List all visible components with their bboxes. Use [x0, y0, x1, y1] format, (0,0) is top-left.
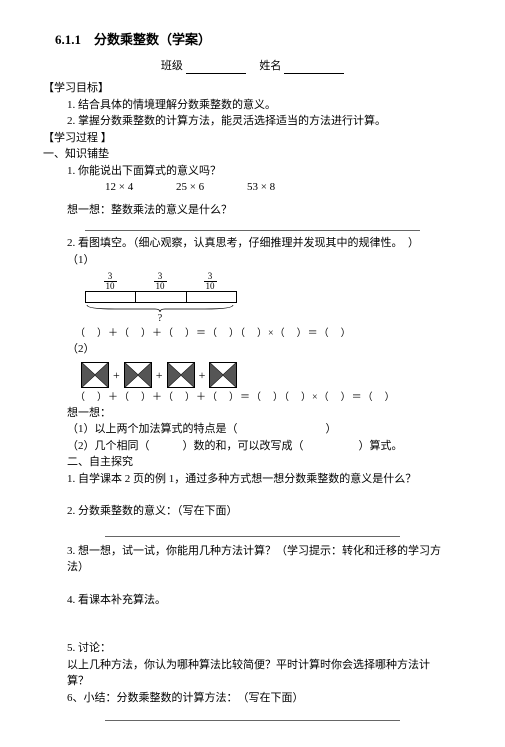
paren-row-2[interactable]: （ ）＋（ ）＋（ ）＋（ ）＝（ ）（ ）×（ ）＝（ ）	[75, 390, 450, 405]
plus-1: +	[113, 366, 120, 384]
goals-head: 【学习目标】	[43, 80, 450, 97]
plus-2: +	[156, 366, 163, 384]
formula-2: 25 × 6	[176, 181, 204, 193]
tri-box-2	[124, 362, 152, 388]
sub1-label: （1）	[67, 252, 450, 269]
sub2-label: （2）	[67, 341, 450, 358]
think-2b[interactable]: （2）几个相同（ ）数的和，可以改写成（ ）算式。	[67, 438, 450, 455]
sec1-q1: 1. 你能说出下面算式的意义吗？	[67, 163, 450, 180]
frac-1: 310	[104, 272, 117, 291]
class-blank[interactable]	[186, 62, 246, 74]
answer-line-3[interactable]	[105, 720, 400, 721]
paren-row-1[interactable]: （ ）＋（ ）＋（ ）＝（ ）（ ）×（ ）＝（ ）	[75, 326, 450, 341]
sec1-q2: 2. 看图填空。（细心观察，认真思考，仔细推理并发现其中的规律性。 ）	[67, 235, 450, 252]
bar-boxes	[85, 291, 237, 303]
triangle-diagram: + + +	[80, 362, 450, 388]
sec2-q3: 3. 想一想，试一试，你能用几种方法计算？（学习提示：转化和迁移的学习方法）	[67, 543, 450, 576]
sec2-q2: 2. 分数乘整数的意义：（写在下面）	[67, 503, 450, 520]
sec2-q5: 5. 讨论：	[67, 640, 450, 657]
bar-frac-labels: 310 310 310	[85, 272, 235, 291]
frac-3: 310	[204, 272, 217, 291]
page-title: 6.1.1 分数乘整数（学案）	[55, 30, 450, 50]
header-line: 班级 姓名	[55, 58, 450, 75]
think-2a[interactable]: （1）以上两个加法算式的特点是（ ）	[67, 421, 450, 438]
frac-2: 310	[154, 272, 167, 291]
sec2-q1: 1. 自学课本 2 页的例 1，通过多种方式想一想分数乘整数的意义是什么？	[67, 471, 450, 488]
sec1-head: 一、知识铺垫	[43, 146, 450, 163]
process-head: 【学习过程 】	[43, 130, 450, 147]
goal-2: 2. 掌握分数乘整数的计算方法，能灵活选择适当的方法进行计算。	[67, 113, 450, 130]
sec2-head: 二、自主探究	[67, 454, 450, 471]
bar-diagram: 310 310 310 ?	[85, 272, 450, 324]
think-1: 想一想：整数乘法的意义是什么？	[67, 202, 450, 219]
formula-1: 12 × 4	[105, 181, 133, 193]
tri-box-3	[167, 362, 195, 388]
sec2-q6: 6、小结：分数乘整数的计算方法： （写在下面）	[67, 690, 450, 707]
class-label: 班级	[161, 60, 183, 72]
name-label: 姓名	[259, 60, 281, 72]
sec2-q4: 4. 看课本补充算法。	[67, 592, 450, 609]
formula-row: 12 × 4 25 × 6 53 × 8	[105, 179, 450, 196]
brace-icon	[85, 303, 235, 313]
tri-box-4	[209, 362, 237, 388]
sec2-q5b: 以上几种方法，你认为哪种算法比较简便？平时计算时你会选择哪种方法计算？	[67, 657, 450, 690]
goal-1: 1. 结合具体的情境理解分数乘整数的意义。	[67, 97, 450, 114]
worksheet-page: 6.1.1 分数乘整数（学案） 班级 姓名 【学习目标】 1. 结合具体的情境理…	[0, 0, 505, 747]
tri-box-1	[81, 362, 109, 388]
formula-3: 53 × 8	[247, 181, 275, 193]
name-blank[interactable]	[284, 62, 344, 74]
answer-line-1[interactable]	[85, 230, 420, 231]
plus-3: +	[199, 366, 206, 384]
answer-line-2[interactable]	[105, 536, 400, 537]
think-2: 想一想：	[67, 405, 450, 422]
